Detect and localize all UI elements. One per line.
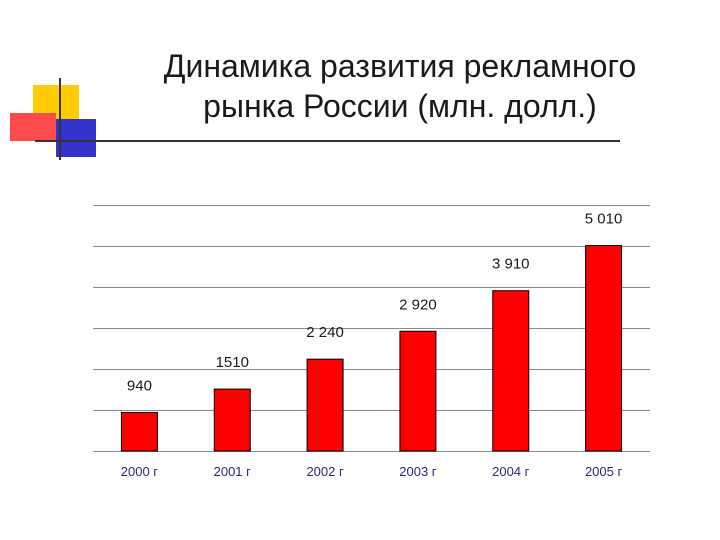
bar-3 bbox=[399, 330, 437, 452]
slide-title-line-1: Динамика развития рекламного bbox=[163, 48, 637, 84]
data-label-0: 940 bbox=[127, 377, 152, 394]
x-tick-label-3: 2003 г bbox=[399, 464, 437, 479]
x-tick-label-1: 2001 г bbox=[214, 464, 252, 479]
data-label-4: 3 910 bbox=[492, 256, 530, 273]
x-tick-label-5: 2005 г bbox=[585, 464, 623, 479]
x-tick-label-4: 2004 г bbox=[492, 464, 530, 479]
data-label-2: 2 240 bbox=[306, 324, 344, 341]
bar-0 bbox=[120, 411, 158, 452]
decor-blue-square bbox=[56, 119, 96, 157]
data-label-3: 2 920 bbox=[399, 296, 437, 313]
data-label-5: 5 010 bbox=[585, 211, 623, 228]
slide-title: Динамика развития рекламного рынка Росси… bbox=[100, 46, 700, 126]
decor-red-square bbox=[10, 113, 56, 141]
bar-1 bbox=[213, 388, 251, 452]
bar-2 bbox=[306, 358, 344, 452]
x-tick-label-2: 2002 г bbox=[306, 464, 344, 479]
slide-decoration bbox=[10, 78, 620, 160]
data-label-1: 1510 bbox=[216, 354, 249, 371]
bar-5 bbox=[585, 245, 623, 452]
bar-4 bbox=[492, 290, 530, 452]
x-tick-label-0: 2000 г bbox=[121, 464, 159, 479]
slide-title-line-2: рынка России (млн. долл.) bbox=[203, 88, 597, 124]
